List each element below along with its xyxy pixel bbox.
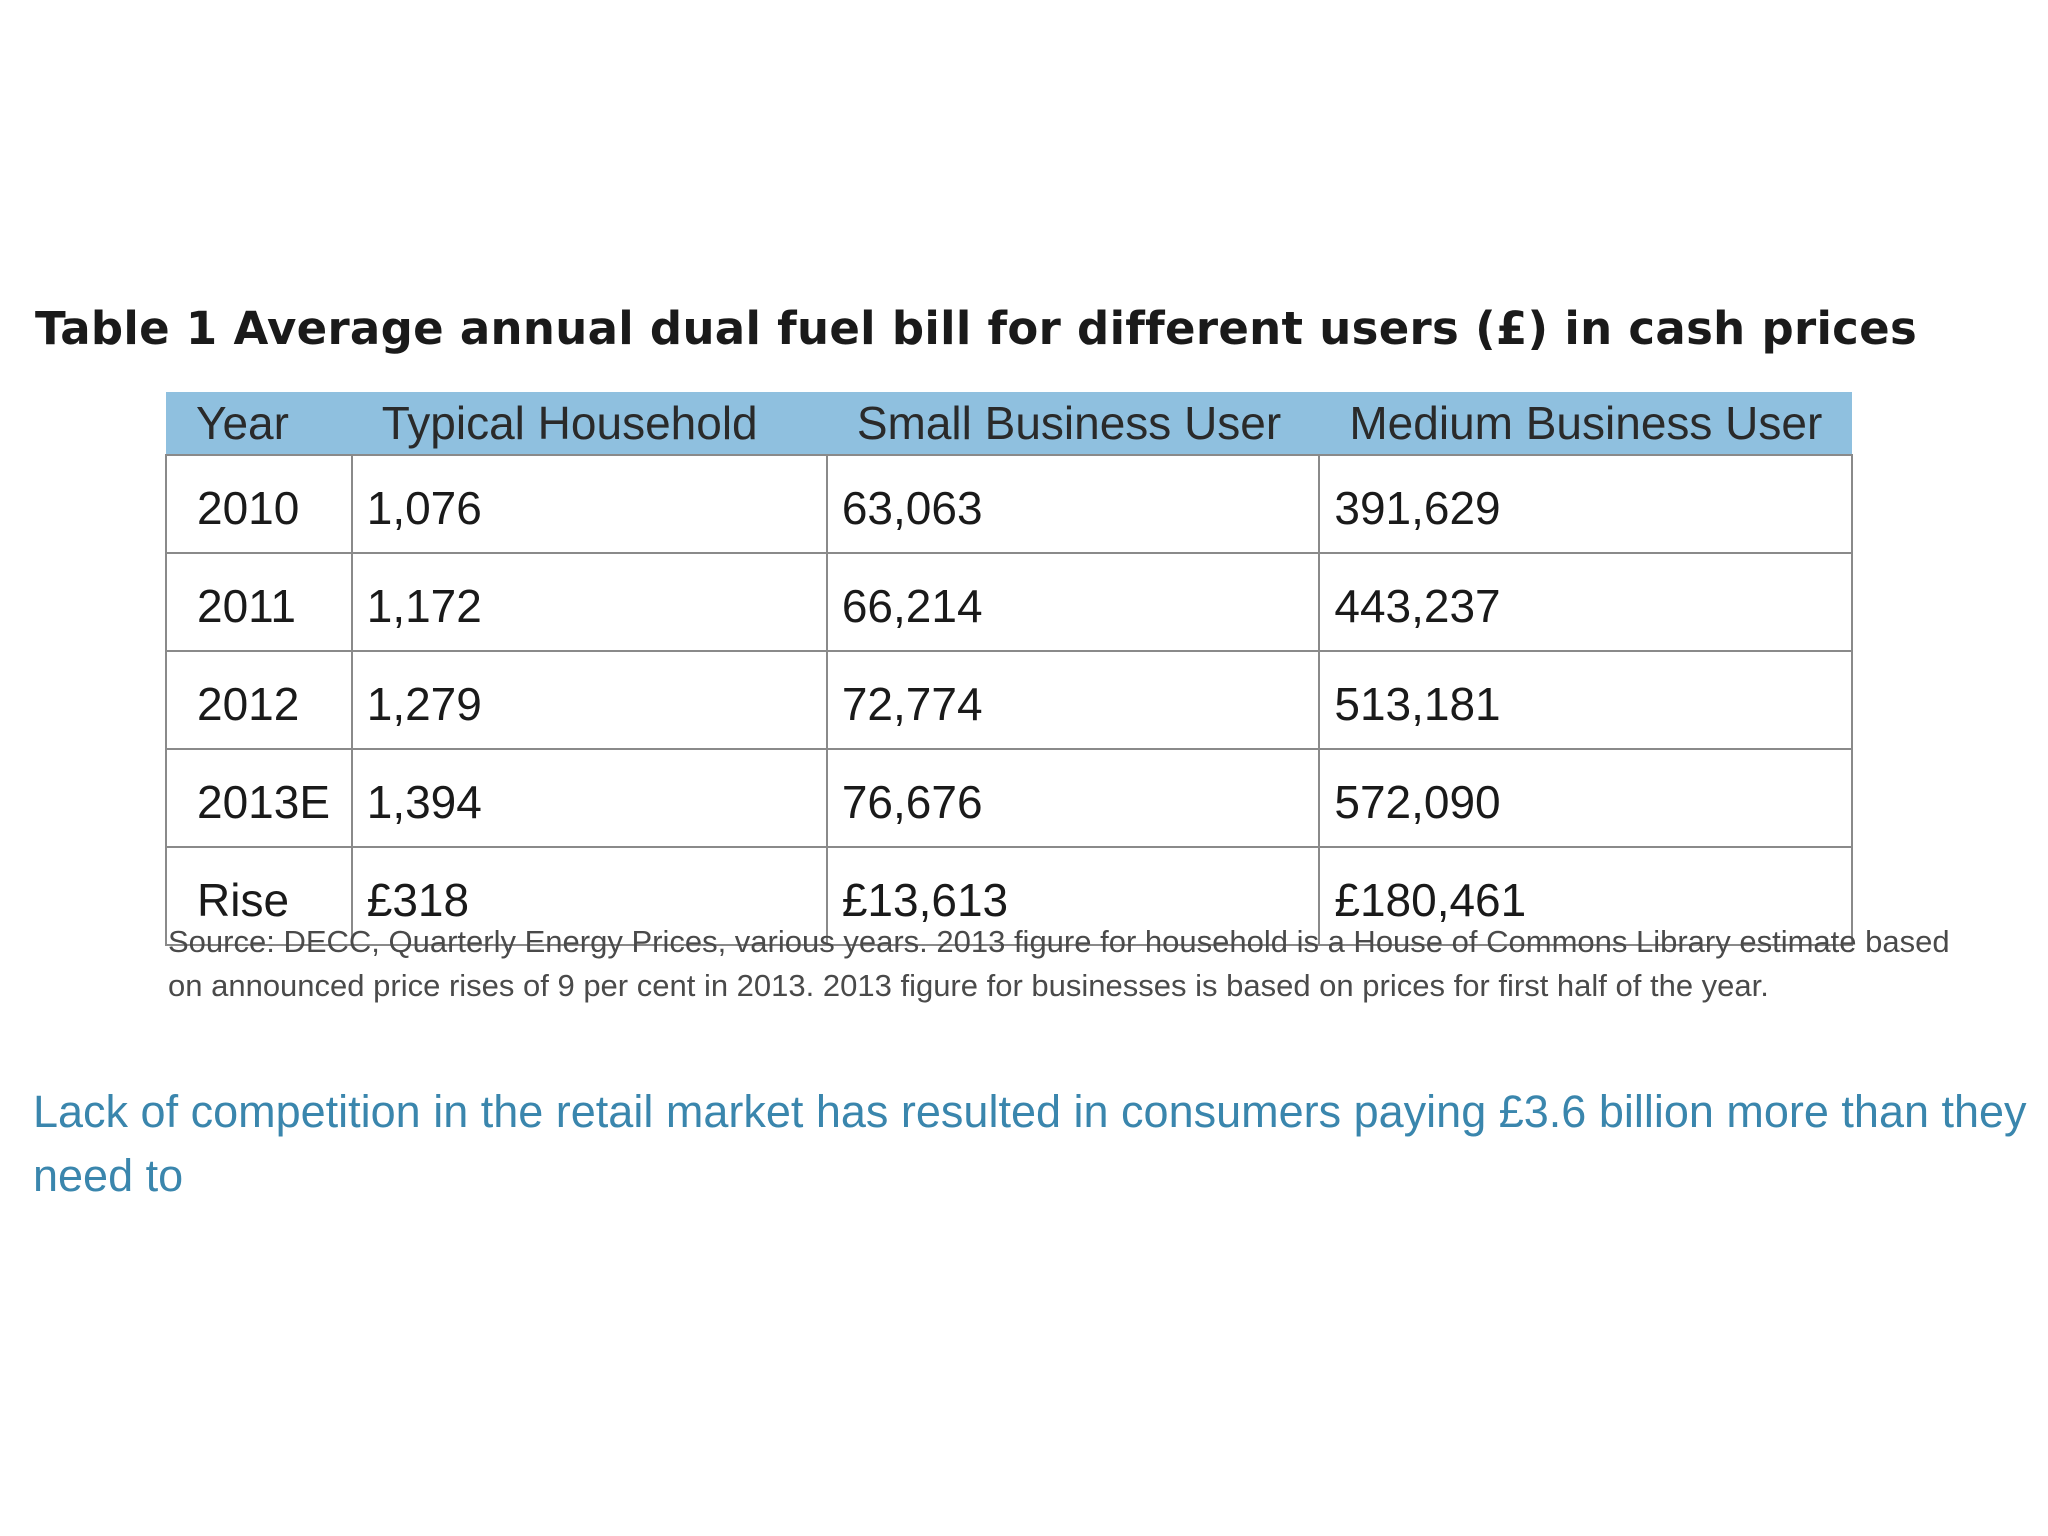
table-row: 2013E 1,394 76,676 572,090 — [165, 748, 1853, 848]
cell-medium-business-user: 443,237 — [1318, 552, 1853, 652]
cell-typical-household: 1,076 — [350, 454, 828, 554]
cell-typical-household: £318 — [350, 846, 828, 946]
cell-typical-household: 1,279 — [350, 650, 828, 750]
table-header-row: Year Typical Household Small Business Us… — [166, 392, 1852, 455]
cell-year: 2010 — [165, 454, 353, 554]
cell-small-business-user: 66,214 — [825, 552, 1321, 652]
cell-typical-household: 1,394 — [350, 748, 828, 848]
cell-year: 2011 — [165, 552, 353, 652]
table-row: 2010 1,076 63,063 391,629 — [165, 454, 1853, 554]
cell-medium-business-user: 391,629 — [1318, 454, 1853, 554]
cell-small-business-user: 72,774 — [825, 650, 1321, 750]
cell-small-business-user: 63,063 — [825, 454, 1321, 554]
cell-year: Rise — [165, 846, 353, 946]
energy-bill-table: Year Typical Household Small Business Us… — [165, 392, 1853, 946]
header-medium-business-user: Medium Business User — [1319, 392, 1852, 455]
cell-year: 2013E — [165, 748, 353, 848]
header-small-business-user: Small Business User — [826, 392, 1320, 455]
cell-small-business-user: £13,613 — [825, 846, 1321, 946]
source-note: Source: DECC, Quarterly Energy Prices, v… — [168, 924, 1950, 1003]
table-row-rise: Rise £318 £13,613 £180,461 — [165, 846, 1853, 946]
cell-year: 2012 — [165, 650, 353, 750]
cell-medium-business-user: 572,090 — [1318, 748, 1853, 848]
cell-typical-household: 1,172 — [350, 552, 828, 652]
header-typical-household: Typical Household — [351, 392, 827, 455]
cell-medium-business-user: £180,461 — [1318, 846, 1853, 946]
pull-quote: Lack of competition in the retail market… — [33, 1086, 2027, 1201]
table-row: 2012 1,279 72,774 513,181 — [165, 650, 1853, 750]
header-year: Year — [166, 392, 352, 455]
table-row: 2011 1,172 66,214 443,237 — [165, 552, 1853, 652]
table-title: Table 1 Average annual dual fuel bill fo… — [35, 302, 1918, 355]
cell-medium-business-user: 513,181 — [1318, 650, 1853, 750]
cell-small-business-user: 76,676 — [825, 748, 1321, 848]
